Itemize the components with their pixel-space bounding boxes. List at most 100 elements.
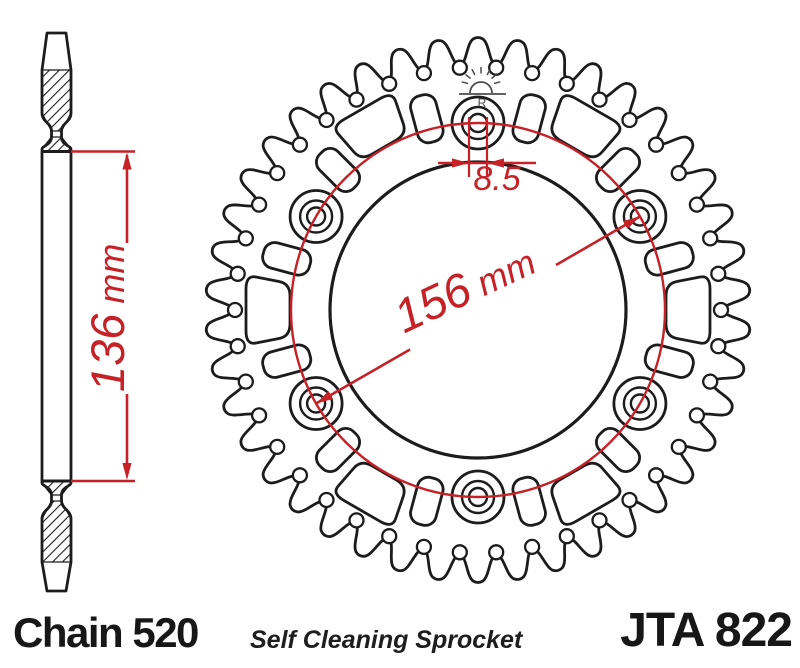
section-hatch	[41, 500, 72, 563]
lightening-slot-small	[643, 241, 695, 277]
lightening-slot-small	[511, 475, 547, 527]
bolt-hole-ring	[622, 199, 658, 234]
relief-hole	[250, 196, 268, 213]
lightening-slot-small	[314, 146, 362, 194]
lightening-slot-large	[334, 94, 406, 159]
height-dim-arrow-bottom	[122, 463, 132, 480]
relief-hole	[269, 164, 286, 182]
relief-hole	[710, 338, 727, 355]
relief-hole	[269, 438, 286, 456]
sun-dome	[469, 81, 493, 94]
sprocket-side-view	[40, 31, 73, 593]
lightening-slot-small	[261, 241, 313, 277]
registered-mark: R	[478, 96, 487, 110]
relief-hole	[591, 91, 608, 108]
relief-hole	[702, 373, 719, 390]
bolt-hole-ring	[629, 393, 651, 414]
sun-ray	[491, 73, 497, 80]
relief-hole	[558, 528, 575, 545]
relief-hole	[488, 59, 505, 76]
lightening-slot-small	[594, 426, 642, 474]
relief-hole	[621, 491, 638, 509]
relief-hole	[523, 538, 541, 556]
relief-hole	[712, 301, 730, 319]
lightening-slot-small	[261, 343, 313, 379]
bolt-hole-ring	[305, 206, 327, 227]
relief-hole	[558, 75, 575, 92]
bolt-circle-dim-arrow	[623, 216, 640, 229]
bolt-circle	[289, 121, 667, 499]
relief-hole	[381, 75, 398, 92]
part-number-label: JTA 822	[620, 604, 793, 657]
dimension-lines	[71, 117, 667, 499]
lightening-slot-large	[550, 461, 622, 526]
sun-ray	[465, 73, 471, 80]
relief-hole	[488, 544, 505, 561]
height-value: 136	[81, 313, 134, 392]
sun-ray	[461, 81, 469, 85]
lightening-slot-large	[550, 94, 622, 159]
lightening-slot-small	[511, 93, 547, 145]
bolt-hole-ring	[298, 199, 334, 234]
relief-hole	[229, 338, 246, 355]
section-hatch	[41, 136, 72, 153]
relief-hole	[291, 467, 309, 484]
relief-hole	[591, 512, 608, 529]
relief-hole	[670, 164, 687, 182]
relief-hole	[381, 528, 398, 545]
lightening-slot-small	[594, 146, 642, 194]
sprocket-front-view: R	[204, 36, 752, 584]
bolt-hole-ring	[629, 206, 651, 227]
lightening-slot-large	[664, 275, 712, 345]
relief-hole	[318, 491, 335, 509]
height-dimension-label: 136 mm	[81, 243, 134, 392]
relief-hole	[451, 544, 468, 561]
relief-hole	[523, 64, 541, 82]
relief-hole	[710, 265, 727, 282]
relief-hole	[348, 512, 365, 529]
relief-hole	[291, 136, 309, 153]
lightening-slot-small	[643, 343, 695, 379]
bolt-circle-dim-arrow	[316, 391, 333, 404]
sun-ray	[493, 81, 501, 85]
bolt-circle-dim-segment	[315, 348, 411, 405]
relief-hole	[451, 59, 468, 76]
bolt-hole-ring	[298, 386, 334, 421]
height-unit: mm	[91, 243, 132, 304]
bolt-hole-diameter-label: 8.5	[473, 160, 521, 198]
lightening-slot-small	[409, 93, 445, 145]
relief-hole	[415, 64, 433, 82]
sprocket-description-label: Self Cleaning Sprocket	[250, 626, 523, 654]
sun-logo: R	[459, 67, 506, 110]
relief-hole	[670, 438, 687, 456]
lightening-slot-large	[334, 461, 406, 526]
relief-hole	[621, 111, 638, 129]
relief-hole	[415, 538, 433, 556]
relief-hole	[647, 136, 665, 153]
relief-hole	[702, 230, 719, 247]
relief-hole	[237, 373, 254, 390]
relief-hole	[250, 407, 268, 424]
relief-hole	[688, 196, 706, 213]
sun-ray	[486, 68, 491, 76]
section-hatch	[41, 480, 72, 496]
relief-hole	[226, 301, 244, 319]
lightening-slot-small	[314, 426, 362, 474]
relief-hole	[688, 407, 706, 424]
height-dim-arrow-top	[122, 152, 132, 170]
lightening-slot-small	[409, 475, 445, 527]
relief-hole	[348, 91, 365, 108]
relief-hole	[647, 467, 665, 484]
relief-hole	[237, 230, 254, 247]
relief-hole	[318, 111, 335, 129]
section-hatch	[41, 69, 72, 132]
hole-dia-arrow-left	[452, 158, 469, 168]
relief-hole	[229, 265, 246, 282]
lightening-slot-large	[244, 275, 292, 345]
sun-ray	[471, 68, 476, 76]
chain-size-label: Chain 520	[13, 609, 199, 656]
bolt-hole-ring	[622, 386, 658, 421]
hole-dia-arrow-right	[487, 158, 504, 168]
